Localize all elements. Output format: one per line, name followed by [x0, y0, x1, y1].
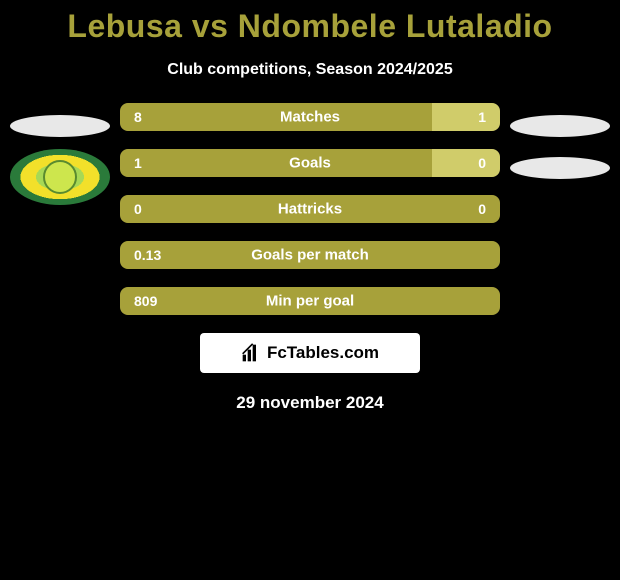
stat-value-right: 0 [478, 155, 486, 171]
page-title: Lebusa vs Ndombele Lutaladio [0, 8, 620, 45]
stat-label: Goals per match [251, 247, 369, 264]
stat-bar-left [120, 103, 432, 131]
stat-bar-right [432, 149, 500, 177]
player-avatar-placeholder-right-1 [510, 115, 610, 137]
stat-bar-right [432, 103, 500, 131]
stat-bar-left [120, 149, 432, 177]
stat-label: Min per goal [266, 293, 354, 310]
branding-badge[interactable]: FcTables.com [200, 333, 420, 373]
stat-value-left: 8 [134, 109, 142, 125]
stat-row: Matches 8 1 [120, 103, 500, 131]
player-avatar-placeholder-left [10, 115, 110, 137]
branding-text: FcTables.com [267, 343, 379, 363]
club-logo-left [10, 149, 110, 205]
stat-label: Goals [289, 155, 331, 172]
stat-row: Goals per match 0.13 [120, 241, 500, 269]
stat-row: Hattricks 0 0 [120, 195, 500, 223]
comparison-card: Lebusa vs Ndombele Lutaladio Club compet… [0, 0, 620, 413]
stat-value-right: 1 [478, 109, 486, 125]
stat-value-right: 0 [478, 201, 486, 217]
stat-value-left: 809 [134, 293, 157, 309]
player-avatar-placeholder-right-2 [510, 157, 610, 179]
stat-row: Min per goal 809 [120, 287, 500, 315]
stat-label: Matches [280, 109, 340, 126]
right-player-column [510, 103, 610, 191]
snapshot-date: 29 november 2024 [0, 393, 620, 413]
subtitle: Club competitions, Season 2024/2025 [0, 61, 620, 79]
stat-label: Hattricks [278, 201, 342, 218]
stat-value-left: 0 [134, 201, 142, 217]
stat-value-left: 1 [134, 155, 142, 171]
bar-chart-icon [241, 343, 261, 363]
stat-row: Goals 1 0 [120, 149, 500, 177]
stat-value-left: 0.13 [134, 247, 161, 263]
left-player-column [10, 103, 110, 205]
stat-rows: Matches 8 1 Goals 1 0 Hattricks 0 0 Goals per mat… [0, 103, 620, 315]
